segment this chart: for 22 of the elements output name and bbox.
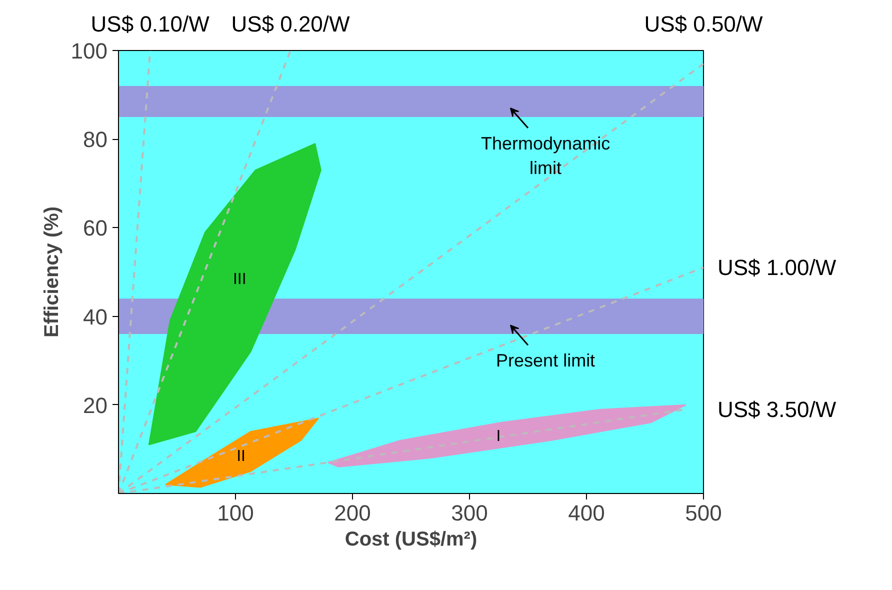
y-tick-label: 60 — [83, 216, 108, 241]
x-tick-label: 100 — [217, 500, 254, 526]
series-label: US$ 1.00/W — [718, 255, 836, 280]
y-tick-label: 100 — [70, 38, 108, 64]
series-label: US$ 3.50/W — [718, 396, 836, 422]
series-label: I — [496, 428, 501, 445]
series-label: US$ 0.10/W — [90, 12, 210, 36]
y-tick-label: 40 — [83, 304, 108, 330]
band-label: Thermodynamic limit — [481, 134, 610, 178]
series-label: II — [236, 448, 246, 466]
band-label: Present limit — [496, 350, 596, 371]
x-axis-title: Cost (US$/m²) — [344, 528, 478, 550]
x-tick-label: 300 — [451, 500, 488, 526]
x-tick-label: 500 — [685, 500, 722, 526]
series-label: III — [232, 270, 246, 288]
x-tick-label: 200 — [334, 500, 371, 526]
series-label: US$ 0.20/W — [231, 12, 350, 36]
y-tick-label: 20 — [83, 392, 108, 418]
y-axis-title: Efficiency (%) — [40, 206, 63, 338]
y-tick-label: 80 — [83, 127, 108, 152]
x-tick-label: 400 — [568, 500, 605, 526]
series-label: US$ 0.50/W — [644, 12, 764, 36]
